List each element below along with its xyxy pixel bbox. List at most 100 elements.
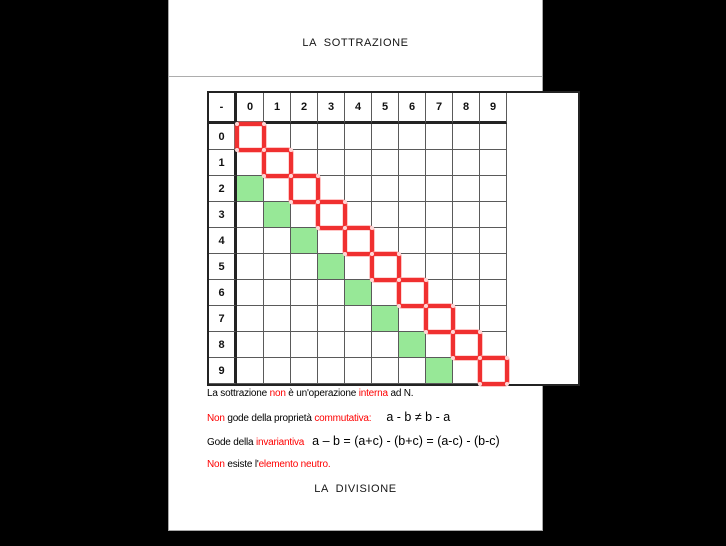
table-cell	[264, 280, 291, 306]
corner-handle-dot	[370, 226, 374, 230]
table-cell	[264, 124, 291, 150]
table-cell	[372, 176, 399, 202]
red-diagonal-square	[397, 278, 428, 308]
corner-handle-dot	[343, 252, 347, 256]
table-cell	[264, 254, 291, 280]
corner-handle-dot	[397, 252, 401, 256]
table-cell	[318, 150, 345, 176]
table-cell	[399, 176, 426, 202]
table-cell	[480, 124, 507, 150]
row-header: 2	[209, 176, 237, 202]
column-header: 2	[291, 93, 318, 124]
column-header: 3	[318, 93, 345, 124]
red-diagonal-square	[370, 252, 401, 282]
corner-handle-dot	[262, 148, 266, 152]
table-cell	[399, 202, 426, 228]
corner-handle-dot	[235, 122, 239, 126]
table-cell	[399, 358, 426, 384]
corner-handle-dot	[424, 278, 428, 282]
corner-handle-dot	[262, 122, 266, 126]
row-header: 6	[209, 280, 237, 306]
corner-handle-dot	[289, 148, 293, 152]
table-cell	[453, 254, 480, 280]
green-cell	[291, 228, 318, 254]
corner-handle-dot	[316, 226, 320, 230]
note-text: elemento neutro.	[258, 459, 331, 470]
table-cell	[480, 228, 507, 254]
corner-handle-dot	[478, 330, 482, 334]
table-cell	[453, 202, 480, 228]
table-cell	[318, 228, 345, 254]
green-cell	[345, 280, 372, 306]
row-header: 3	[209, 202, 237, 228]
corner-handle-dot	[397, 278, 401, 282]
table-cell	[291, 254, 318, 280]
table-cell	[372, 358, 399, 384]
table-cell	[345, 332, 372, 358]
note-line: Non esiste l'elemento neutro.	[207, 458, 331, 472]
note-line: La sottrazione non è un'operazione inter…	[207, 387, 414, 401]
table-cell	[399, 228, 426, 254]
formula-text: a - b ≠ b - a	[379, 410, 451, 424]
table-cell	[426, 202, 453, 228]
column-header: 6	[399, 93, 426, 124]
table-cell	[399, 124, 426, 150]
green-cell	[237, 176, 264, 202]
row-header: 8	[209, 332, 237, 358]
table-cell	[318, 332, 345, 358]
green-cell	[399, 332, 426, 358]
table-cell	[264, 306, 291, 332]
note-text: Non	[207, 459, 225, 470]
table-cell	[237, 358, 264, 384]
corner-handle-dot	[424, 304, 428, 308]
operation-symbol-cell: -	[209, 93, 237, 124]
note-text: invariantiva	[255, 437, 305, 448]
note-line: Gode della invariantiva a – b = (a+c) - (…	[207, 434, 500, 450]
table-cell	[480, 332, 507, 358]
table-cell	[426, 150, 453, 176]
table-cell	[345, 358, 372, 384]
corner-handle-dot	[478, 356, 482, 360]
table-cell	[480, 254, 507, 280]
table-cell	[264, 358, 291, 384]
red-diagonal-square	[289, 174, 320, 204]
column-header: 9	[480, 93, 507, 124]
table-cell	[345, 176, 372, 202]
table-cell	[372, 332, 399, 358]
note-text: gode della proprietà	[224, 413, 315, 424]
table-cell	[345, 150, 372, 176]
table-cell	[480, 150, 507, 176]
table-cell	[264, 176, 291, 202]
table-cell	[318, 306, 345, 332]
column-header: 8	[453, 93, 480, 124]
table-cell	[480, 280, 507, 306]
table-cell	[318, 124, 345, 150]
table-cell	[237, 306, 264, 332]
green-cell	[318, 254, 345, 280]
table-cell	[480, 176, 507, 202]
table-cell	[318, 176, 345, 202]
next-section-title: LA DIVISIONE	[314, 483, 397, 495]
note-text: è un'operazione	[285, 388, 359, 399]
table-cell	[453, 358, 480, 384]
note-text: non	[269, 388, 286, 399]
corner-handle-dot	[262, 174, 266, 178]
corner-handle-dot	[397, 304, 401, 308]
horizontal-rule	[169, 76, 542, 77]
table-cell	[453, 280, 480, 306]
corner-handle-dot	[316, 174, 320, 178]
corner-handle-dot	[343, 200, 347, 204]
corner-handle-dot	[451, 356, 455, 360]
corner-handle-dot	[289, 174, 293, 178]
table-cell	[426, 228, 453, 254]
row-header: 0	[209, 124, 237, 150]
corner-handle-dot	[370, 278, 374, 282]
table-cell	[291, 124, 318, 150]
table-cell	[453, 228, 480, 254]
row-header: 7	[209, 306, 237, 332]
table-cell	[426, 254, 453, 280]
table-cell	[318, 358, 345, 384]
table-cell	[237, 228, 264, 254]
table-cell	[345, 202, 372, 228]
